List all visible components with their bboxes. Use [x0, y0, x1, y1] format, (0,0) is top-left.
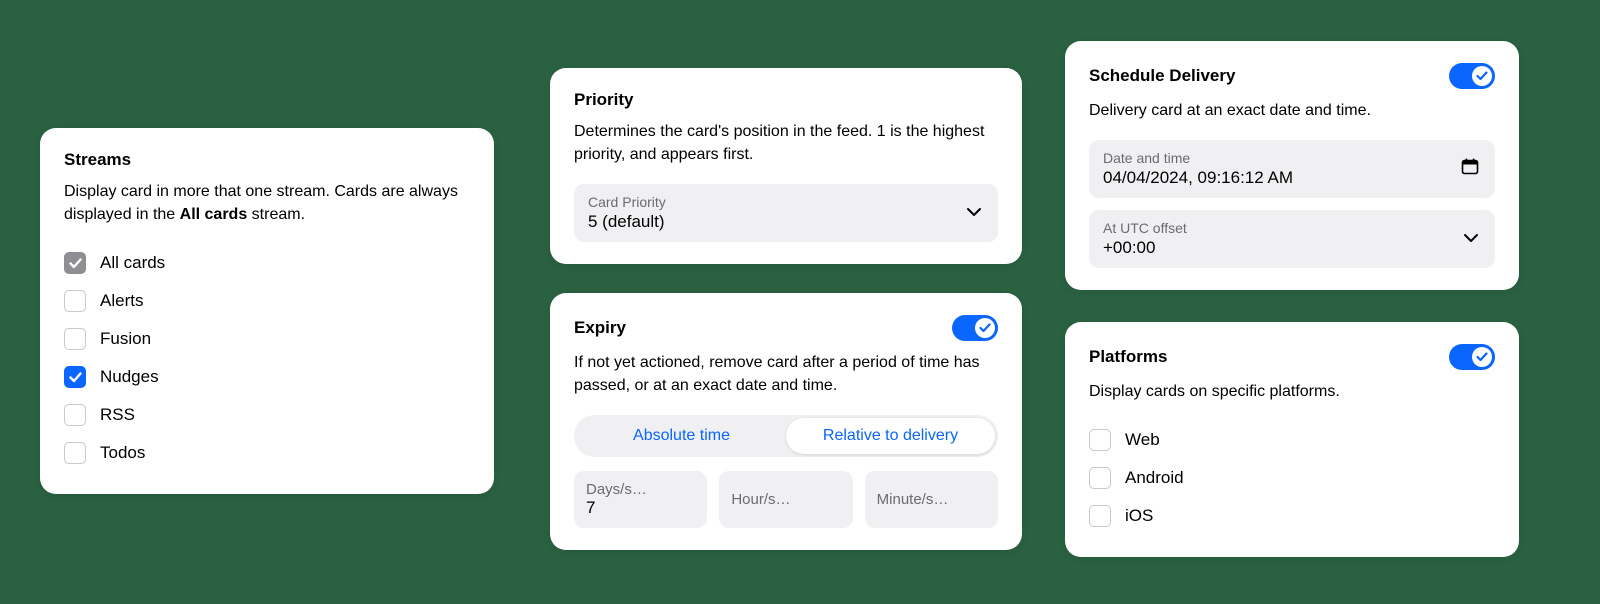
platform-item-checkbox[interactable]: [1089, 467, 1111, 489]
toggle-knob: [975, 318, 995, 338]
stream-item-checkbox[interactable]: [64, 442, 86, 464]
expiry-card: Expiry If not yet actioned, remove card …: [550, 293, 1022, 550]
expiry-minutes-placeholder: Minute/s…: [877, 491, 949, 508]
stream-item-checkbox[interactable]: [64, 404, 86, 426]
stream-item-label: RSS: [100, 405, 135, 425]
platform-item-row: Android: [1089, 459, 1495, 497]
schedule-description: Delivery card at an exact date and time.: [1089, 99, 1495, 122]
schedule-utc-select[interactable]: At UTC offset +00:00: [1089, 210, 1495, 268]
streams-list: All cards Alerts Fusion Nudges RSS Todos: [64, 244, 470, 472]
expiry-hours-input[interactable]: Hour/s…: [719, 471, 852, 528]
stream-item-label: Alerts: [100, 291, 143, 311]
expiry-toggle[interactable]: [952, 315, 998, 341]
expiry-title: Expiry: [574, 318, 626, 338]
platform-item-row: iOS: [1089, 497, 1495, 535]
card-priority-label: Card Priority: [588, 194, 984, 210]
schedule-toggle[interactable]: [1449, 63, 1495, 89]
stream-item-row: Nudges: [64, 358, 470, 396]
expiry-days-input[interactable]: Days/s… 7: [574, 471, 707, 528]
stream-item-row: Alerts: [64, 282, 470, 320]
priority-card: Priority Determines the card's position …: [550, 68, 1022, 264]
stream-item-label: All cards: [100, 253, 165, 273]
toggle-knob: [1472, 347, 1492, 367]
expiry-days-label: Days/s…: [586, 481, 695, 498]
card-priority-select[interactable]: Card Priority 5 (default): [574, 184, 998, 242]
schedule-title: Schedule Delivery: [1089, 66, 1235, 86]
calendar-icon: [1461, 158, 1479, 181]
expiry-description: If not yet actioned, remove card after a…: [574, 351, 998, 397]
platforms-card: Platforms Display cards on specific plat…: [1065, 322, 1519, 557]
priority-description: Determines the card's position in the fe…: [574, 120, 998, 166]
platforms-toggle[interactable]: [1449, 344, 1495, 370]
platform-item-label: Android: [1125, 468, 1184, 488]
stream-item-checkbox[interactable]: [64, 366, 86, 388]
schedule-card: Schedule Delivery Delivery card at an ex…: [1065, 41, 1519, 290]
stream-item-row: All cards: [64, 244, 470, 282]
stream-item-row: Fusion: [64, 320, 470, 358]
chevron-down-icon: [1463, 230, 1479, 248]
expiry-duration-row: Days/s… 7 Hour/s… Minute/s…: [574, 471, 998, 528]
platforms-list: Web Android iOS: [1089, 421, 1495, 535]
toggle-knob: [1472, 66, 1492, 86]
platform-item-label: Web: [1125, 430, 1160, 450]
card-priority-value: 5 (default): [588, 212, 984, 232]
schedule-utc-label: At UTC offset: [1103, 220, 1481, 236]
stream-item-row: RSS: [64, 396, 470, 434]
platforms-description: Display cards on specific platforms.: [1089, 380, 1495, 403]
segment-relative-to-delivery[interactable]: Relative to delivery: [786, 418, 995, 454]
segment-absolute-time[interactable]: Absolute time: [577, 418, 786, 454]
platform-item-checkbox[interactable]: [1089, 429, 1111, 451]
chevron-down-icon: [966, 204, 982, 222]
expiry-days-value: 7: [586, 498, 695, 518]
stream-item-checkbox: [64, 252, 86, 274]
expiry-mode-segmented: Absolute time Relative to delivery: [574, 415, 998, 457]
streams-desc-bold: All cards: [180, 206, 248, 223]
streams-description: Display card in more that one stream. Ca…: [64, 180, 470, 226]
expiry-hours-placeholder: Hour/s…: [731, 491, 790, 508]
stream-item-row: Todos: [64, 434, 470, 472]
platform-item-label: iOS: [1125, 506, 1153, 526]
streams-card: Streams Display card in more that one st…: [40, 128, 494, 494]
schedule-datetime-label: Date and time: [1103, 150, 1481, 166]
stream-item-label: Nudges: [100, 367, 159, 387]
stream-item-checkbox[interactable]: [64, 328, 86, 350]
streams-desc-suffix: stream.: [247, 206, 305, 223]
schedule-datetime-input[interactable]: Date and time 04/04/2024, 09:16:12 AM: [1089, 140, 1495, 198]
schedule-datetime-value: 04/04/2024, 09:16:12 AM: [1103, 168, 1481, 188]
streams-title: Streams: [64, 150, 470, 170]
stream-item-label: Todos: [100, 443, 145, 463]
schedule-utc-value: +00:00: [1103, 238, 1481, 258]
platform-item-checkbox[interactable]: [1089, 505, 1111, 527]
platforms-title: Platforms: [1089, 347, 1167, 367]
stream-item-label: Fusion: [100, 329, 151, 349]
stream-item-checkbox[interactable]: [64, 290, 86, 312]
platform-item-row: Web: [1089, 421, 1495, 459]
expiry-minutes-input[interactable]: Minute/s…: [865, 471, 998, 528]
priority-title: Priority: [574, 90, 998, 110]
